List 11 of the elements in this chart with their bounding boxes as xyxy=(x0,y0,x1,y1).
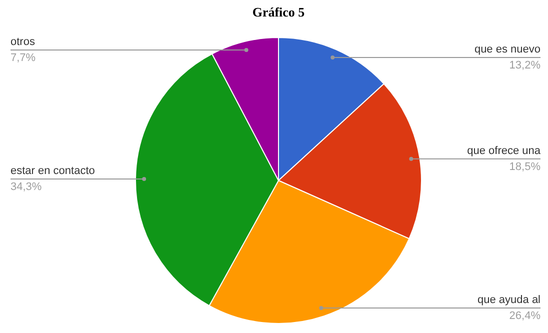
slice-label: que ayuda al xyxy=(478,294,540,306)
data-label: 18,5% xyxy=(509,160,541,173)
data-label: 13,2% xyxy=(509,59,541,72)
slice-label: otros xyxy=(10,36,36,48)
slice-label: que ofrece una xyxy=(467,144,542,157)
chart-title: Gráfico 5 xyxy=(252,4,306,20)
slice-label: que es nuevo xyxy=(474,43,541,56)
slice-label: estar en contacto xyxy=(10,165,95,178)
data-label: 7,7% xyxy=(10,52,36,64)
data-label: 34,3% xyxy=(10,181,42,194)
data-label: 26,4% xyxy=(509,310,541,322)
